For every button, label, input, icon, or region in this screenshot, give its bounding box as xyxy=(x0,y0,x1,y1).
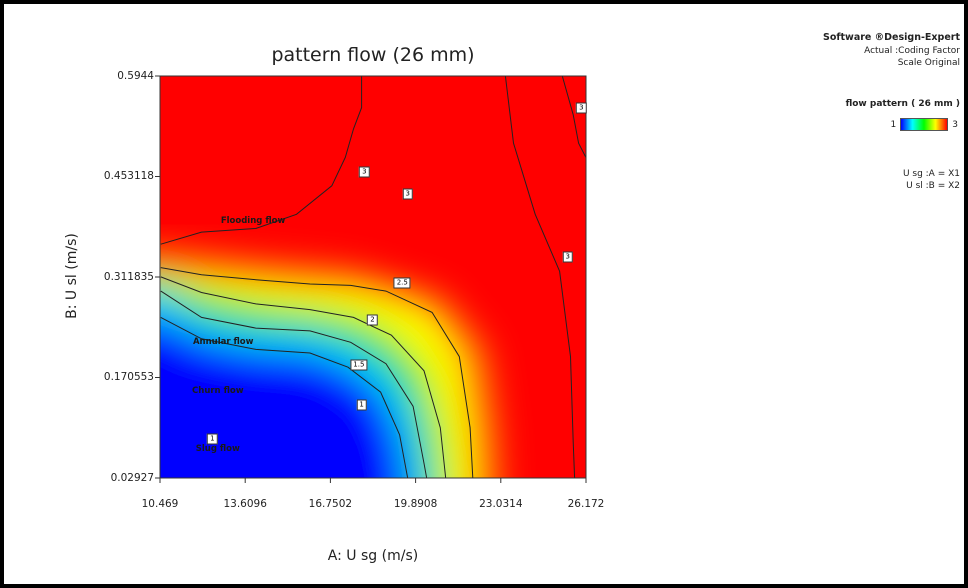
contour-value-flag: 3 xyxy=(576,102,587,114)
factor-a-text: U sg :A = X1 xyxy=(902,169,960,179)
legend-color-bar xyxy=(900,118,949,131)
contour-line-1 xyxy=(160,316,409,478)
contour-value-flag: 3 xyxy=(562,251,573,263)
region-label: Slug flow xyxy=(195,444,240,455)
coding-text: Actual :Coding Factor xyxy=(864,46,960,56)
contour-value-flag: 3 xyxy=(359,166,370,178)
x-axis-label: A: U sg (m/s) xyxy=(327,548,419,564)
contour-band xyxy=(160,317,408,478)
region-label: Annular flow xyxy=(192,337,254,348)
color-legend: 1 3 xyxy=(891,118,958,131)
contour-value-flag: 2 xyxy=(367,314,378,326)
x-tick-label: 10.469 xyxy=(141,498,179,510)
y-axis-label: B: U sl (m/s) xyxy=(64,233,80,319)
x-tick-label: 23.0314 xyxy=(479,498,523,510)
software-brand: Software ®Design-Expert xyxy=(823,32,960,43)
x-tick-label: 13.6096 xyxy=(223,498,267,510)
y-tick-label: 0.453118 xyxy=(103,170,154,183)
contour-value-flag: 1.5 xyxy=(350,359,368,371)
contour-line-3 xyxy=(504,76,576,478)
y-tick-label: 0.170553 xyxy=(103,371,154,384)
contour-value-flag: 3 xyxy=(402,188,413,200)
factor-b-text: U sl :B = X2 xyxy=(906,181,960,191)
x-tick-label: 19.8908 xyxy=(393,498,438,510)
region-label: Flooding flow xyxy=(220,216,286,227)
legend-max-label: 3 xyxy=(952,119,958,130)
y-tick-label: 0.02927 xyxy=(110,472,154,484)
contour-line-2-5 xyxy=(160,267,474,478)
legend-title: flow pattern ( 26 mm ) xyxy=(845,99,960,109)
x-tick-label: 26.172 xyxy=(567,498,605,510)
scale-text: Scale Original xyxy=(897,58,960,68)
contour-line-2 xyxy=(160,276,447,478)
contour-value-flag: 1 xyxy=(356,399,367,411)
legend-min-label: 1 xyxy=(890,119,897,130)
contour-line-3 xyxy=(160,76,363,245)
contour-line-1-5 xyxy=(160,290,428,478)
contour-value-flag: 1 xyxy=(207,433,218,445)
contour-value-flag: 2.5 xyxy=(393,277,411,289)
contour-line-3 xyxy=(561,76,586,158)
y-tick-label: 0.5944 xyxy=(117,70,154,82)
y-tick-label: 0.311835 xyxy=(103,271,154,283)
region-label: Churn flow xyxy=(192,385,244,396)
x-tick-label: 16.7502 xyxy=(308,498,353,510)
chart-title: pattern flow (26 mm) xyxy=(271,44,475,66)
